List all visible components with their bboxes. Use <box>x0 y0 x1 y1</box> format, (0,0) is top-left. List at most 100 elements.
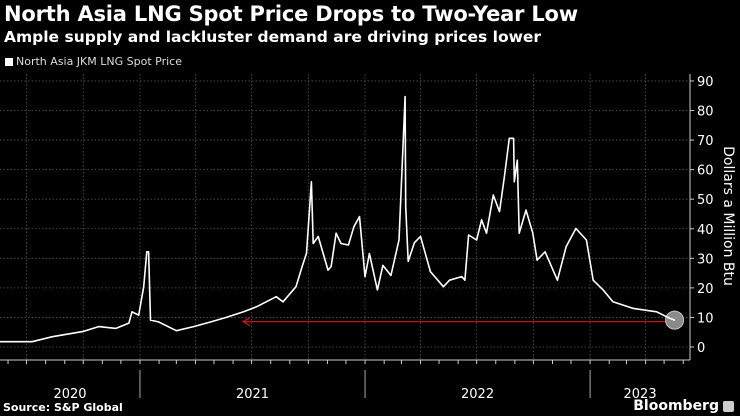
data-point <box>242 311 245 313</box>
data-point <box>225 316 227 319</box>
data-point <box>468 234 470 236</box>
y-tick-label: 20 <box>697 282 714 297</box>
data-point <box>429 271 432 273</box>
data-point <box>592 279 594 281</box>
y-tick-label: 50 <box>697 193 714 208</box>
data-point <box>390 274 392 277</box>
data-point <box>673 319 676 321</box>
year-label: 2022 <box>461 387 494 402</box>
data-point <box>498 211 501 213</box>
data-point <box>565 246 567 248</box>
y-tick-label: 30 <box>697 252 714 267</box>
data-point <box>585 239 588 241</box>
data-point <box>407 260 409 262</box>
data-point <box>98 326 100 328</box>
data-point <box>175 330 177 332</box>
data-point <box>518 232 520 234</box>
data-point <box>115 327 117 329</box>
data-point <box>508 137 510 139</box>
data-point <box>656 311 658 313</box>
data-point <box>317 235 319 238</box>
data-point <box>602 289 604 291</box>
data-point <box>193 326 195 328</box>
x-axis: 2020 2021 2022 2023 <box>0 359 690 402</box>
data-point <box>353 226 355 228</box>
data-point <box>157 321 160 323</box>
data-point <box>442 286 444 288</box>
data-point <box>82 331 84 333</box>
year-label: 2021 <box>236 387 269 402</box>
data-point <box>525 209 527 211</box>
data-point <box>305 252 308 254</box>
data-point <box>492 194 494 196</box>
data-point <box>413 242 415 244</box>
data-point <box>138 314 140 316</box>
data-point <box>0 341 1 343</box>
red-arrow-head <box>241 317 251 327</box>
data-point <box>513 181 515 183</box>
data-point <box>516 159 518 161</box>
chart-title: North Asia LNG Spot Price Drops to Two-Y… <box>4 2 578 26</box>
y-tick-label: 40 <box>697 223 714 238</box>
data-point <box>301 265 303 268</box>
brand-label: Bloomberg <box>633 398 719 414</box>
data-point <box>131 311 133 313</box>
grid <box>0 74 690 360</box>
y-tick-label: 70 <box>697 134 714 149</box>
chart-subtitle: Ample supply and lackluster demand are d… <box>4 28 542 46</box>
data-point <box>485 232 488 234</box>
data-point <box>476 239 478 241</box>
data-point <box>295 286 297 288</box>
data-point <box>275 296 277 298</box>
data-point <box>148 251 150 253</box>
y-axis-label: Dollars a Million Btu <box>720 146 736 286</box>
data-point <box>503 176 505 178</box>
data-point <box>461 276 463 278</box>
data-point <box>536 259 538 261</box>
bloomberg-logo: Bloomberg <box>633 398 734 414</box>
data-point <box>310 181 312 183</box>
data-point <box>330 265 332 268</box>
y-tick-label: 10 <box>697 311 714 326</box>
data-point <box>556 279 559 281</box>
legend: North Asia JKM LNG Spot Price <box>5 55 182 68</box>
legend-swatch <box>5 57 13 66</box>
data-point <box>398 239 400 241</box>
data-point <box>282 301 284 303</box>
data-point <box>448 279 451 281</box>
data-point <box>612 301 614 303</box>
data-point <box>464 279 466 281</box>
data-point <box>255 306 258 308</box>
series-line <box>0 95 675 343</box>
data-point <box>632 307 634 309</box>
data-point <box>31 341 33 343</box>
legend-label: North Asia JKM LNG Spot Price <box>16 55 182 68</box>
y-tick-label: 90 <box>697 75 714 90</box>
year-label: 2023 <box>624 387 657 402</box>
data-point <box>376 289 378 291</box>
data-point <box>210 321 212 323</box>
data-point <box>368 252 370 255</box>
data-point <box>364 276 366 278</box>
data-point <box>669 317 671 319</box>
chart-icon <box>723 400 734 412</box>
source-note: Source: S&P Global <box>3 401 123 414</box>
y-axis: 0 10 20 30 40 50 60 70 80 90 <box>689 74 714 360</box>
data-point <box>575 227 577 230</box>
data-point <box>335 232 337 234</box>
y-tick-label: 60 <box>697 164 714 179</box>
annotations <box>241 310 685 330</box>
data-point <box>419 235 422 238</box>
data-point <box>401 169 403 171</box>
data-point <box>544 251 546 253</box>
data-point <box>513 137 515 139</box>
y-tick-label: 0 <box>697 341 705 356</box>
data-point <box>128 322 130 324</box>
data-point <box>340 242 342 245</box>
data-point <box>480 219 483 221</box>
data-point <box>327 269 329 271</box>
data-point <box>146 251 148 253</box>
data-point <box>382 264 384 267</box>
data-point <box>405 205 407 208</box>
